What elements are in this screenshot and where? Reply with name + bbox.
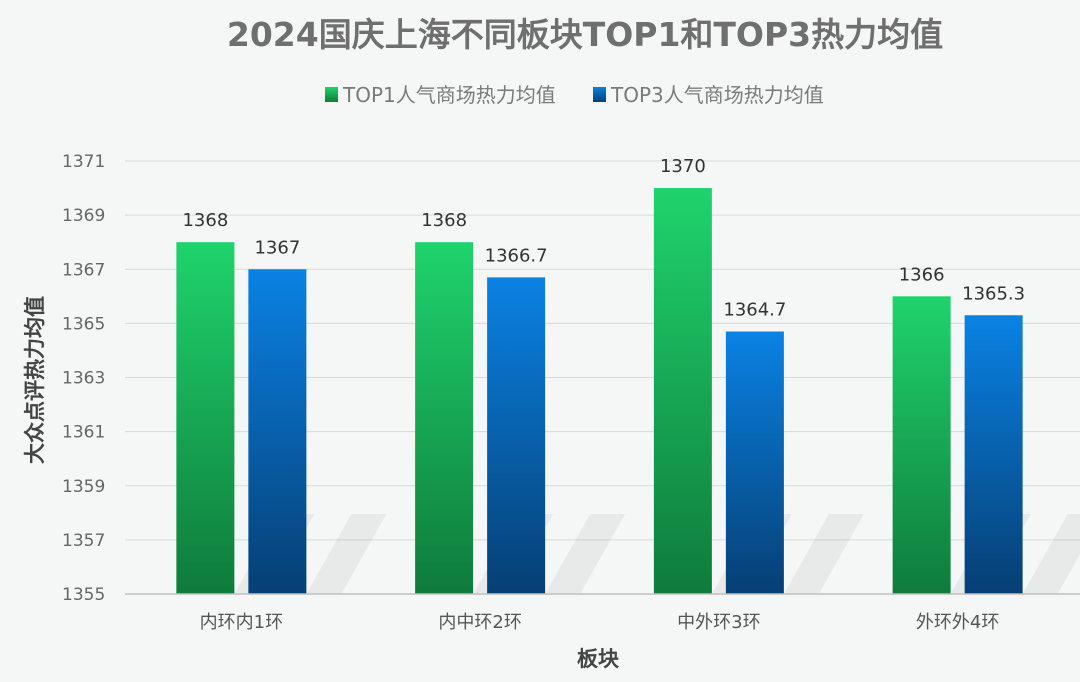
- bar: [415, 242, 474, 594]
- bar: [176, 242, 235, 594]
- legend-label: TOP1人气商场热力均值: [342, 83, 556, 107]
- legend-swatch: [325, 87, 338, 102]
- x-tick-label: 内中环2环: [438, 612, 521, 633]
- bar-shadow: [306, 514, 387, 594]
- y-tick-label: 1359: [62, 477, 105, 497]
- bar: [487, 277, 546, 594]
- data-label: 1366.7: [485, 245, 548, 266]
- bar-shadow: [1022, 514, 1080, 594]
- legend-swatch: [593, 87, 606, 102]
- y-tick-label: 1355: [62, 585, 105, 605]
- chart-title: 2024国庆上海不同板块TOP1和TOP3热力均值: [227, 15, 943, 54]
- bar: [725, 331, 784, 594]
- bar: [892, 296, 951, 594]
- y-tick-label: 1363: [62, 369, 105, 389]
- y-axis-title: 大众点评热力均值: [23, 296, 47, 464]
- x-axis-title: 板块: [577, 647, 620, 671]
- data-label: 1364.7: [723, 299, 786, 320]
- y-tick-label: 1365: [62, 314, 105, 334]
- bars: 1368 1367 内环内1环 1368 1366.7 内中环2环 1370 1364.7 中外…: [125, 156, 1080, 633]
- y-tick-label: 1371: [62, 152, 105, 172]
- legend-label: TOP3人气商场热力均值: [610, 83, 824, 107]
- y-tick-label: 1369: [62, 206, 105, 226]
- data-label: 1367: [254, 237, 300, 258]
- x-tick-label: 外环外4环: [916, 612, 999, 633]
- bar-shadow: [783, 514, 864, 594]
- bar-shadow: [545, 514, 626, 594]
- data-label: 1368: [182, 210, 228, 231]
- x-tick-label: 中外环3环: [677, 612, 760, 633]
- y-tick-label: 1361: [62, 423, 105, 443]
- bar: [653, 188, 712, 594]
- data-label: 1368: [421, 210, 467, 231]
- data-label: 1366: [899, 264, 945, 285]
- x-tick-label: 内环内1环: [200, 612, 283, 633]
- bar: [964, 315, 1023, 594]
- data-label: 1370: [660, 156, 706, 177]
- data-label: 1365.3: [962, 283, 1025, 304]
- y-tick-label: 1357: [62, 531, 105, 551]
- y-tick-label: 1367: [62, 260, 105, 280]
- bar: [248, 269, 307, 594]
- legend: TOP1人气商场热力均值 TOP3人气商场热力均值: [325, 83, 824, 107]
